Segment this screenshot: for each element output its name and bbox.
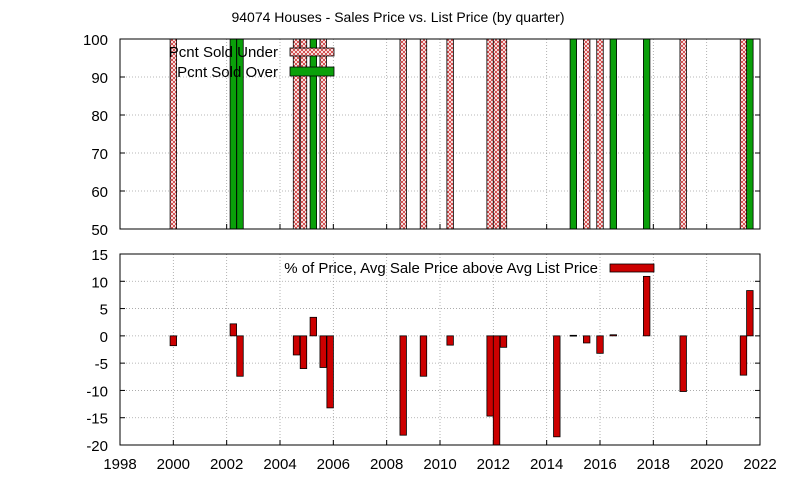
bar-pcnt-sold-under [419, 38, 428, 230]
x-tick-label: 2002 [210, 456, 243, 473]
bar-pct-above-list [643, 275, 651, 337]
bar-pct-above-list [553, 335, 561, 438]
bar-pct-above-list [486, 335, 494, 417]
bar-pct-above-list [169, 335, 177, 347]
top-y-tick-label: 100 [83, 32, 108, 49]
legend-label-under: Pcnt Sold Under [169, 44, 278, 61]
bar-pcnt-sold-under [739, 38, 748, 230]
bar-pct-above-list [499, 335, 508, 348]
top-plot-border [119, 38, 761, 230]
legend-label-pct: % of Price, Avg Sale Price above Avg Lis… [284, 260, 598, 277]
legend-swatch-under [289, 47, 335, 57]
chart-title: 94074 Houses - Sales Price vs. List Pric… [231, 9, 564, 25]
bar-pct-above-list [679, 335, 687, 392]
bar-pct-above-list [746, 290, 754, 337]
bar-pcnt-sold-over [643, 38, 651, 230]
bar-pct-above-list [583, 335, 591, 344]
bar-pcnt-sold-under [399, 38, 407, 230]
bar-pct-above-list [609, 334, 617, 337]
bottom-y-tick-label: -10 [86, 383, 108, 400]
x-tick-label: 2004 [263, 456, 296, 473]
bottom-y-tick-label: -5 [95, 356, 108, 373]
bar-pcnt-sold-under [583, 38, 591, 230]
bar-pct-above-list [326, 335, 334, 409]
bottom-y-tick-label: -20 [86, 438, 108, 455]
bar-pcnt-sold-over [609, 38, 617, 230]
bar-pct-above-list [419, 335, 428, 377]
bar-pcnt-sold-under [492, 38, 501, 230]
top-panel: 50 60 70 80 90 100 Pcnt Sold Under Pcnt Sold Ov… [83, 32, 761, 239]
bar-pcnt-sold-over [569, 38, 577, 230]
bar-pcnt-sold-over [746, 38, 754, 230]
bottom-plot-border [119, 253, 761, 446]
x-tick-label: 2000 [157, 456, 190, 473]
bar-pct-above-list [569, 334, 577, 337]
top-y-tick-label: 60 [91, 184, 108, 201]
bottom-panel: -20 -15 -10 -5 0 5 10 15 1998 2000 2002 2004 2006 200… [86, 247, 776, 473]
bar-pct-above-list [446, 335, 454, 346]
bar-pcnt-sold-under [169, 38, 177, 230]
bar-pcnt-sold-under [679, 38, 687, 230]
bottom-y-tick-label: 0 [100, 329, 108, 346]
bar-pct-above-list [492, 335, 501, 446]
bar-pcnt-sold-under [499, 38, 508, 230]
x-tick-label: 2008 [370, 456, 403, 473]
bottom-y-tick-label: 15 [91, 247, 108, 264]
bar-pct-above-list [229, 323, 237, 337]
bar-pct-above-list [319, 335, 327, 368]
x-tick-label: 2012 [477, 456, 510, 473]
x-tick-label: 2016 [583, 456, 616, 473]
x-tick-label: 2018 [637, 456, 670, 473]
x-tick-label: 2020 [690, 456, 723, 473]
top-y-tick-label: 70 [91, 146, 108, 163]
bar-pcnt-sold-under [486, 38, 494, 230]
bar-pct-above-list [596, 335, 604, 354]
x-tick-label: 2006 [317, 456, 350, 473]
top-y-tick-label: 90 [91, 70, 108, 87]
legend-label-over: Pcnt Sold Over [177, 64, 278, 81]
legend-swatch-over [289, 66, 335, 77]
x-tick-label: 2010 [423, 456, 456, 473]
bar-pct-above-list [236, 335, 244, 377]
bar-pcnt-sold-under [596, 38, 604, 230]
bar-pct-above-list [309, 316, 317, 337]
bottom-y-tick-label: 5 [100, 302, 108, 319]
bar-pct-above-list [739, 335, 748, 376]
bar-pct-above-list [299, 335, 308, 370]
bottom-y-tick-label: 10 [91, 274, 108, 291]
top-y-tick-label: 80 [91, 108, 108, 125]
legend-swatch-pct [609, 263, 655, 273]
bar-pct-above-list [399, 335, 407, 436]
bottom-y-tick-label: -15 [86, 411, 108, 428]
x-tick-label: 2022 [743, 456, 776, 473]
x-tick-label: 1998 [103, 456, 136, 473]
x-tick-label: 2014 [530, 456, 563, 473]
bar-pct-above-list [292, 335, 301, 356]
top-y-tick-label: 50 [91, 222, 108, 239]
bar-pcnt-sold-under [446, 38, 454, 230]
